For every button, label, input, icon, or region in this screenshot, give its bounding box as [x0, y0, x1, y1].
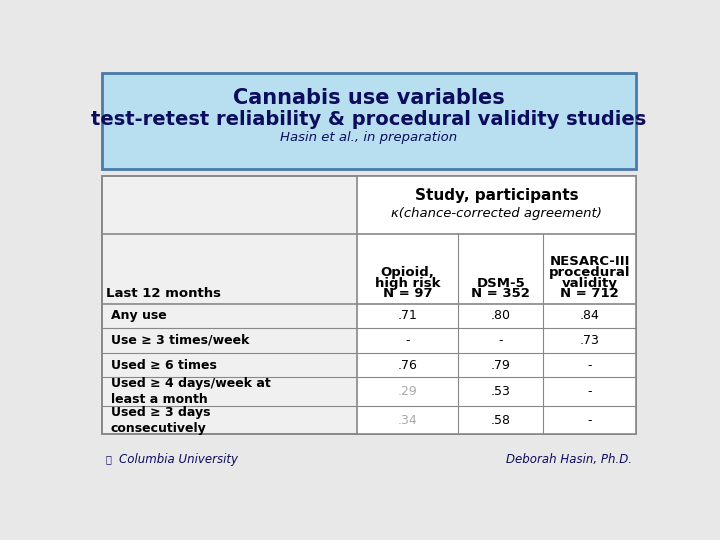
- Bar: [357, 177, 636, 434]
- Text: -: -: [588, 385, 592, 398]
- Text: Columbia University: Columbia University: [120, 453, 238, 465]
- Text: N = 712: N = 712: [560, 287, 619, 300]
- Bar: [102, 72, 636, 168]
- Text: procedural: procedural: [549, 266, 631, 279]
- Bar: [102, 177, 636, 434]
- Text: Hasin et al., in preparation: Hasin et al., in preparation: [280, 131, 458, 144]
- Text: Any use: Any use: [111, 309, 166, 322]
- Text: .58: .58: [491, 414, 510, 427]
- Text: test-retest reliability & procedural validity studies: test-retest reliability & procedural val…: [91, 110, 647, 129]
- Text: Used ≥ 3 days
consecutively: Used ≥ 3 days consecutively: [111, 406, 210, 435]
- Text: NESARC-III: NESARC-III: [549, 255, 630, 268]
- Text: validity: validity: [562, 276, 618, 289]
- Bar: [102, 177, 636, 434]
- Text: -: -: [588, 414, 592, 427]
- Text: -: -: [498, 334, 503, 347]
- Text: .76: .76: [398, 359, 418, 372]
- Text: κ(chance-corrected agreement): κ(chance-corrected agreement): [392, 206, 603, 220]
- Text: .34: .34: [398, 414, 418, 427]
- Text: .80: .80: [491, 309, 510, 322]
- Text: .79: .79: [491, 359, 510, 372]
- Text: .29: .29: [398, 385, 418, 398]
- Text: Opioid,: Opioid,: [381, 266, 435, 279]
- Text: .53: .53: [491, 385, 510, 398]
- Text: -: -: [405, 334, 410, 347]
- Text: DSM-5: DSM-5: [477, 276, 525, 289]
- Text: N = 97: N = 97: [383, 287, 433, 300]
- Text: -: -: [588, 359, 592, 372]
- Text: Used ≥ 4 days/week at
least a month: Used ≥ 4 days/week at least a month: [111, 377, 271, 406]
- Text: Use ≥ 3 times/week: Use ≥ 3 times/week: [111, 334, 249, 347]
- Text: Used ≥ 6 times: Used ≥ 6 times: [111, 359, 217, 372]
- Text: .71: .71: [398, 309, 418, 322]
- Text: high risk: high risk: [375, 276, 441, 289]
- Text: 👑: 👑: [106, 454, 112, 464]
- Text: .73: .73: [580, 334, 600, 347]
- Text: N = 352: N = 352: [472, 287, 530, 300]
- Text: Study, participants: Study, participants: [415, 188, 579, 203]
- Text: .84: .84: [580, 309, 600, 322]
- Text: Last 12 months: Last 12 months: [107, 287, 221, 300]
- Text: Cannabis use variables: Cannabis use variables: [233, 88, 505, 108]
- Text: Deborah Hasin, Ph.D.: Deborah Hasin, Ph.D.: [506, 453, 632, 465]
